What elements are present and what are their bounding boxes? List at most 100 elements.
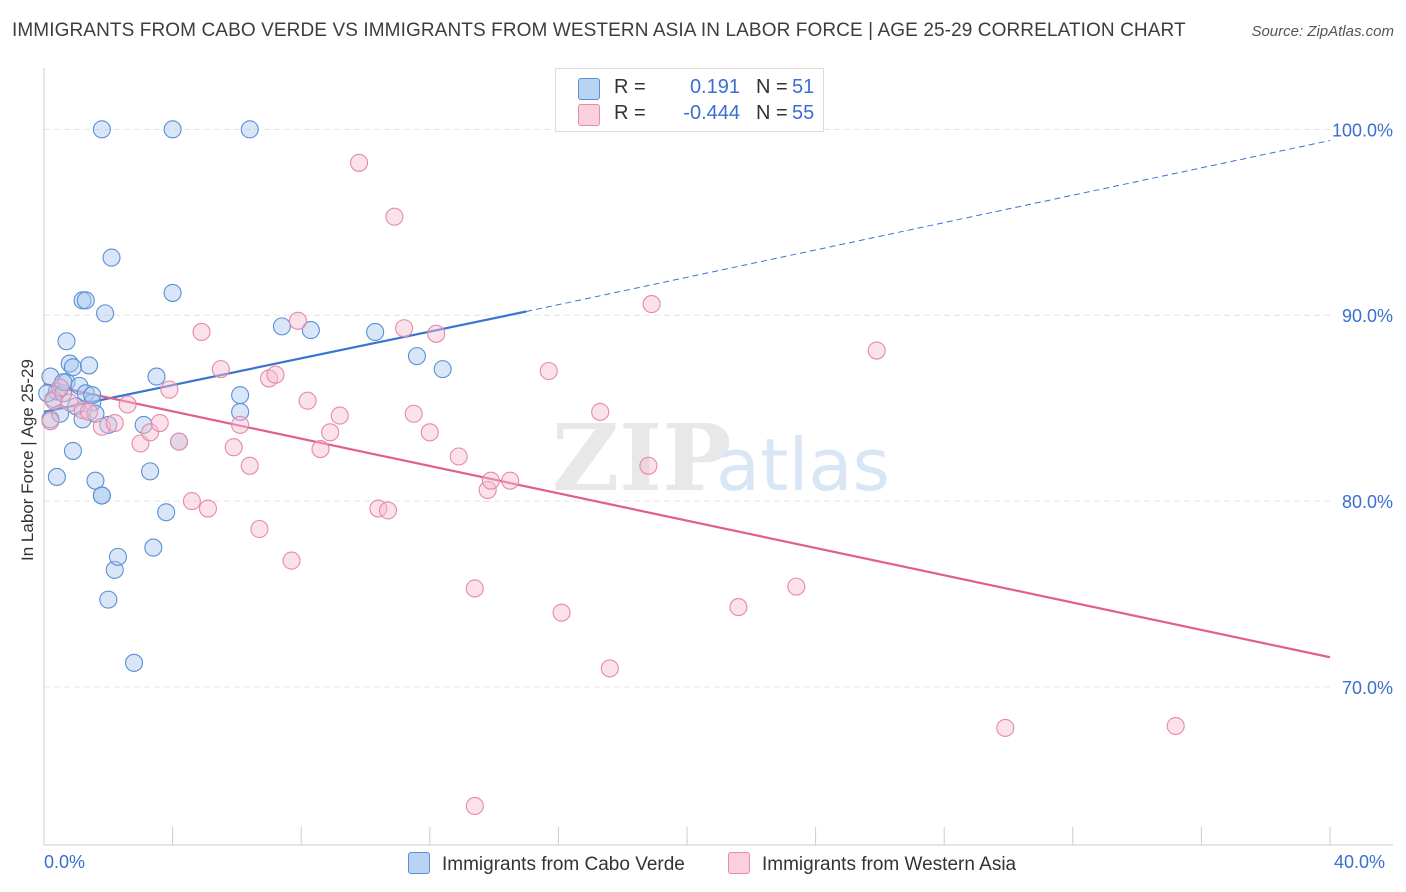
data-point-cabo-verde <box>92 120 111 139</box>
data-point-cabo-verde <box>240 120 259 139</box>
data-point-western-asia <box>350 153 369 172</box>
data-point-western-asia <box>395 319 414 338</box>
legend-item-cabo-verde: Immigrants from Cabo Verde <box>408 852 685 876</box>
y-tick-label: 80.0% <box>1342 492 1393 512</box>
data-point-western-asia <box>539 361 558 381</box>
r-label: R = <box>614 76 646 98</box>
data-point-western-asia <box>211 360 230 379</box>
trend-line-western-asia <box>43 382 1331 659</box>
data-point-cabo-verde <box>99 415 118 434</box>
y-tick-labels: 100.0% 90.0% 80.0% 70.0% <box>1332 120 1393 698</box>
data-point-western-asia <box>642 295 661 314</box>
data-point-western-asia <box>600 659 619 678</box>
data-point-western-asia <box>51 378 70 397</box>
n-label: N = <box>756 76 788 98</box>
data-point-western-asia <box>1166 716 1185 736</box>
data-point-cabo-verde <box>134 415 153 434</box>
data-point-western-asia <box>449 447 468 466</box>
data-point-western-asia <box>224 438 243 457</box>
data-point-cabo-verde <box>163 283 182 302</box>
x-tick-label-max: 40.0% <box>1334 852 1386 872</box>
data-point-cabo-verde <box>76 291 95 310</box>
y-tick-label: 70.0% <box>1342 678 1393 698</box>
data-point-cabo-verde <box>144 538 163 557</box>
data-point-western-asia <box>266 365 285 384</box>
data-point-cabo-verde <box>108 547 127 566</box>
n-label: N = <box>756 102 788 124</box>
data-point-cabo-verde <box>83 386 102 405</box>
data-point-western-asia <box>288 311 308 330</box>
y-tick-label: 100.0% <box>1332 120 1393 140</box>
data-point-cabo-verde <box>99 590 118 609</box>
trend-line-cabo-verde <box>43 310 527 413</box>
data-point-western-asia <box>787 577 806 596</box>
data-point-western-asia <box>420 423 439 442</box>
data-point-cabo-verde <box>141 462 160 481</box>
legend-label: Immigrants from Cabo Verde <box>442 854 685 875</box>
data-point-cabo-verde <box>57 332 76 351</box>
trend-lines <box>43 140 1331 659</box>
data-points <box>38 120 1185 816</box>
pink-swatch <box>728 852 750 874</box>
data-point-cabo-verde <box>407 347 426 366</box>
data-point-cabo-verde <box>272 317 291 336</box>
chart-title: IMMIGRANTS FROM CABO VERDE VS IMMIGRANTS… <box>12 20 1186 41</box>
data-point-western-asia <box>150 413 169 433</box>
data-point-cabo-verde <box>301 321 320 340</box>
data-point-western-asia <box>118 395 137 414</box>
data-point-cabo-verde <box>63 441 82 460</box>
data-point-western-asia <box>169 432 189 451</box>
x-tick-label-min: 0.0% <box>44 852 86 872</box>
data-point-western-asia <box>198 499 218 518</box>
data-point-cabo-verde <box>124 653 144 672</box>
pink-swatch <box>578 104 600 126</box>
data-point-western-asia <box>282 551 301 570</box>
data-point-western-asia <box>591 402 610 421</box>
y-axis-label: In Labor Force | Age 25-29 <box>18 359 37 561</box>
r-label: R = <box>614 102 646 124</box>
data-point-western-asia <box>321 423 340 442</box>
axes <box>43 68 1393 846</box>
data-point-western-asia <box>73 400 92 420</box>
data-point-western-asia <box>385 207 404 226</box>
data-point-western-asia <box>481 471 500 490</box>
data-point-western-asia <box>867 341 886 360</box>
data-point-cabo-verde <box>96 304 115 323</box>
data-point-western-asia <box>298 391 317 410</box>
data-point-cabo-verde <box>102 248 121 267</box>
stats-legend: R = 0.191 N = 51 R = -0.444 N = 55 <box>555 68 824 132</box>
data-point-cabo-verde <box>92 486 111 505</box>
data-point-western-asia <box>330 406 349 425</box>
data-point-western-asia <box>465 579 484 598</box>
blue-swatch <box>578 78 600 100</box>
source-credit: Source: ZipAtlas.com <box>1251 23 1394 40</box>
data-point-western-asia <box>192 322 211 342</box>
blue-swatch <box>408 852 430 874</box>
data-point-western-asia <box>639 456 658 475</box>
data-point-cabo-verde <box>147 367 166 386</box>
legend-item-western-asia: Immigrants from Western Asia <box>728 852 1016 876</box>
data-point-western-asia <box>41 412 60 431</box>
data-point-cabo-verde <box>231 386 250 405</box>
y-tick-label: 90.0% <box>1342 306 1393 326</box>
data-point-western-asia <box>141 423 160 442</box>
data-point-cabo-verde <box>433 360 452 379</box>
data-point-cabo-verde <box>157 503 176 522</box>
n-value: 55 <box>792 102 815 124</box>
data-point-cabo-verde <box>163 120 182 139</box>
r-value: -0.444 <box>683 102 740 124</box>
data-point-western-asia <box>250 519 269 539</box>
data-point-cabo-verde <box>366 322 385 342</box>
watermark: ZIP atlas <box>552 404 890 512</box>
r-value: 0.191 <box>689 76 740 98</box>
data-point-western-asia <box>311 440 330 459</box>
data-point-western-asia <box>552 603 571 622</box>
data-point-western-asia <box>182 492 201 511</box>
data-point-western-asia <box>79 402 99 421</box>
trend-line-cabo-verde-projection <box>526 140 1331 312</box>
data-point-western-asia <box>996 718 1015 737</box>
data-point-western-asia <box>240 456 259 475</box>
data-point-western-asia <box>729 598 748 617</box>
watermark-atlas: atlas <box>716 423 890 507</box>
